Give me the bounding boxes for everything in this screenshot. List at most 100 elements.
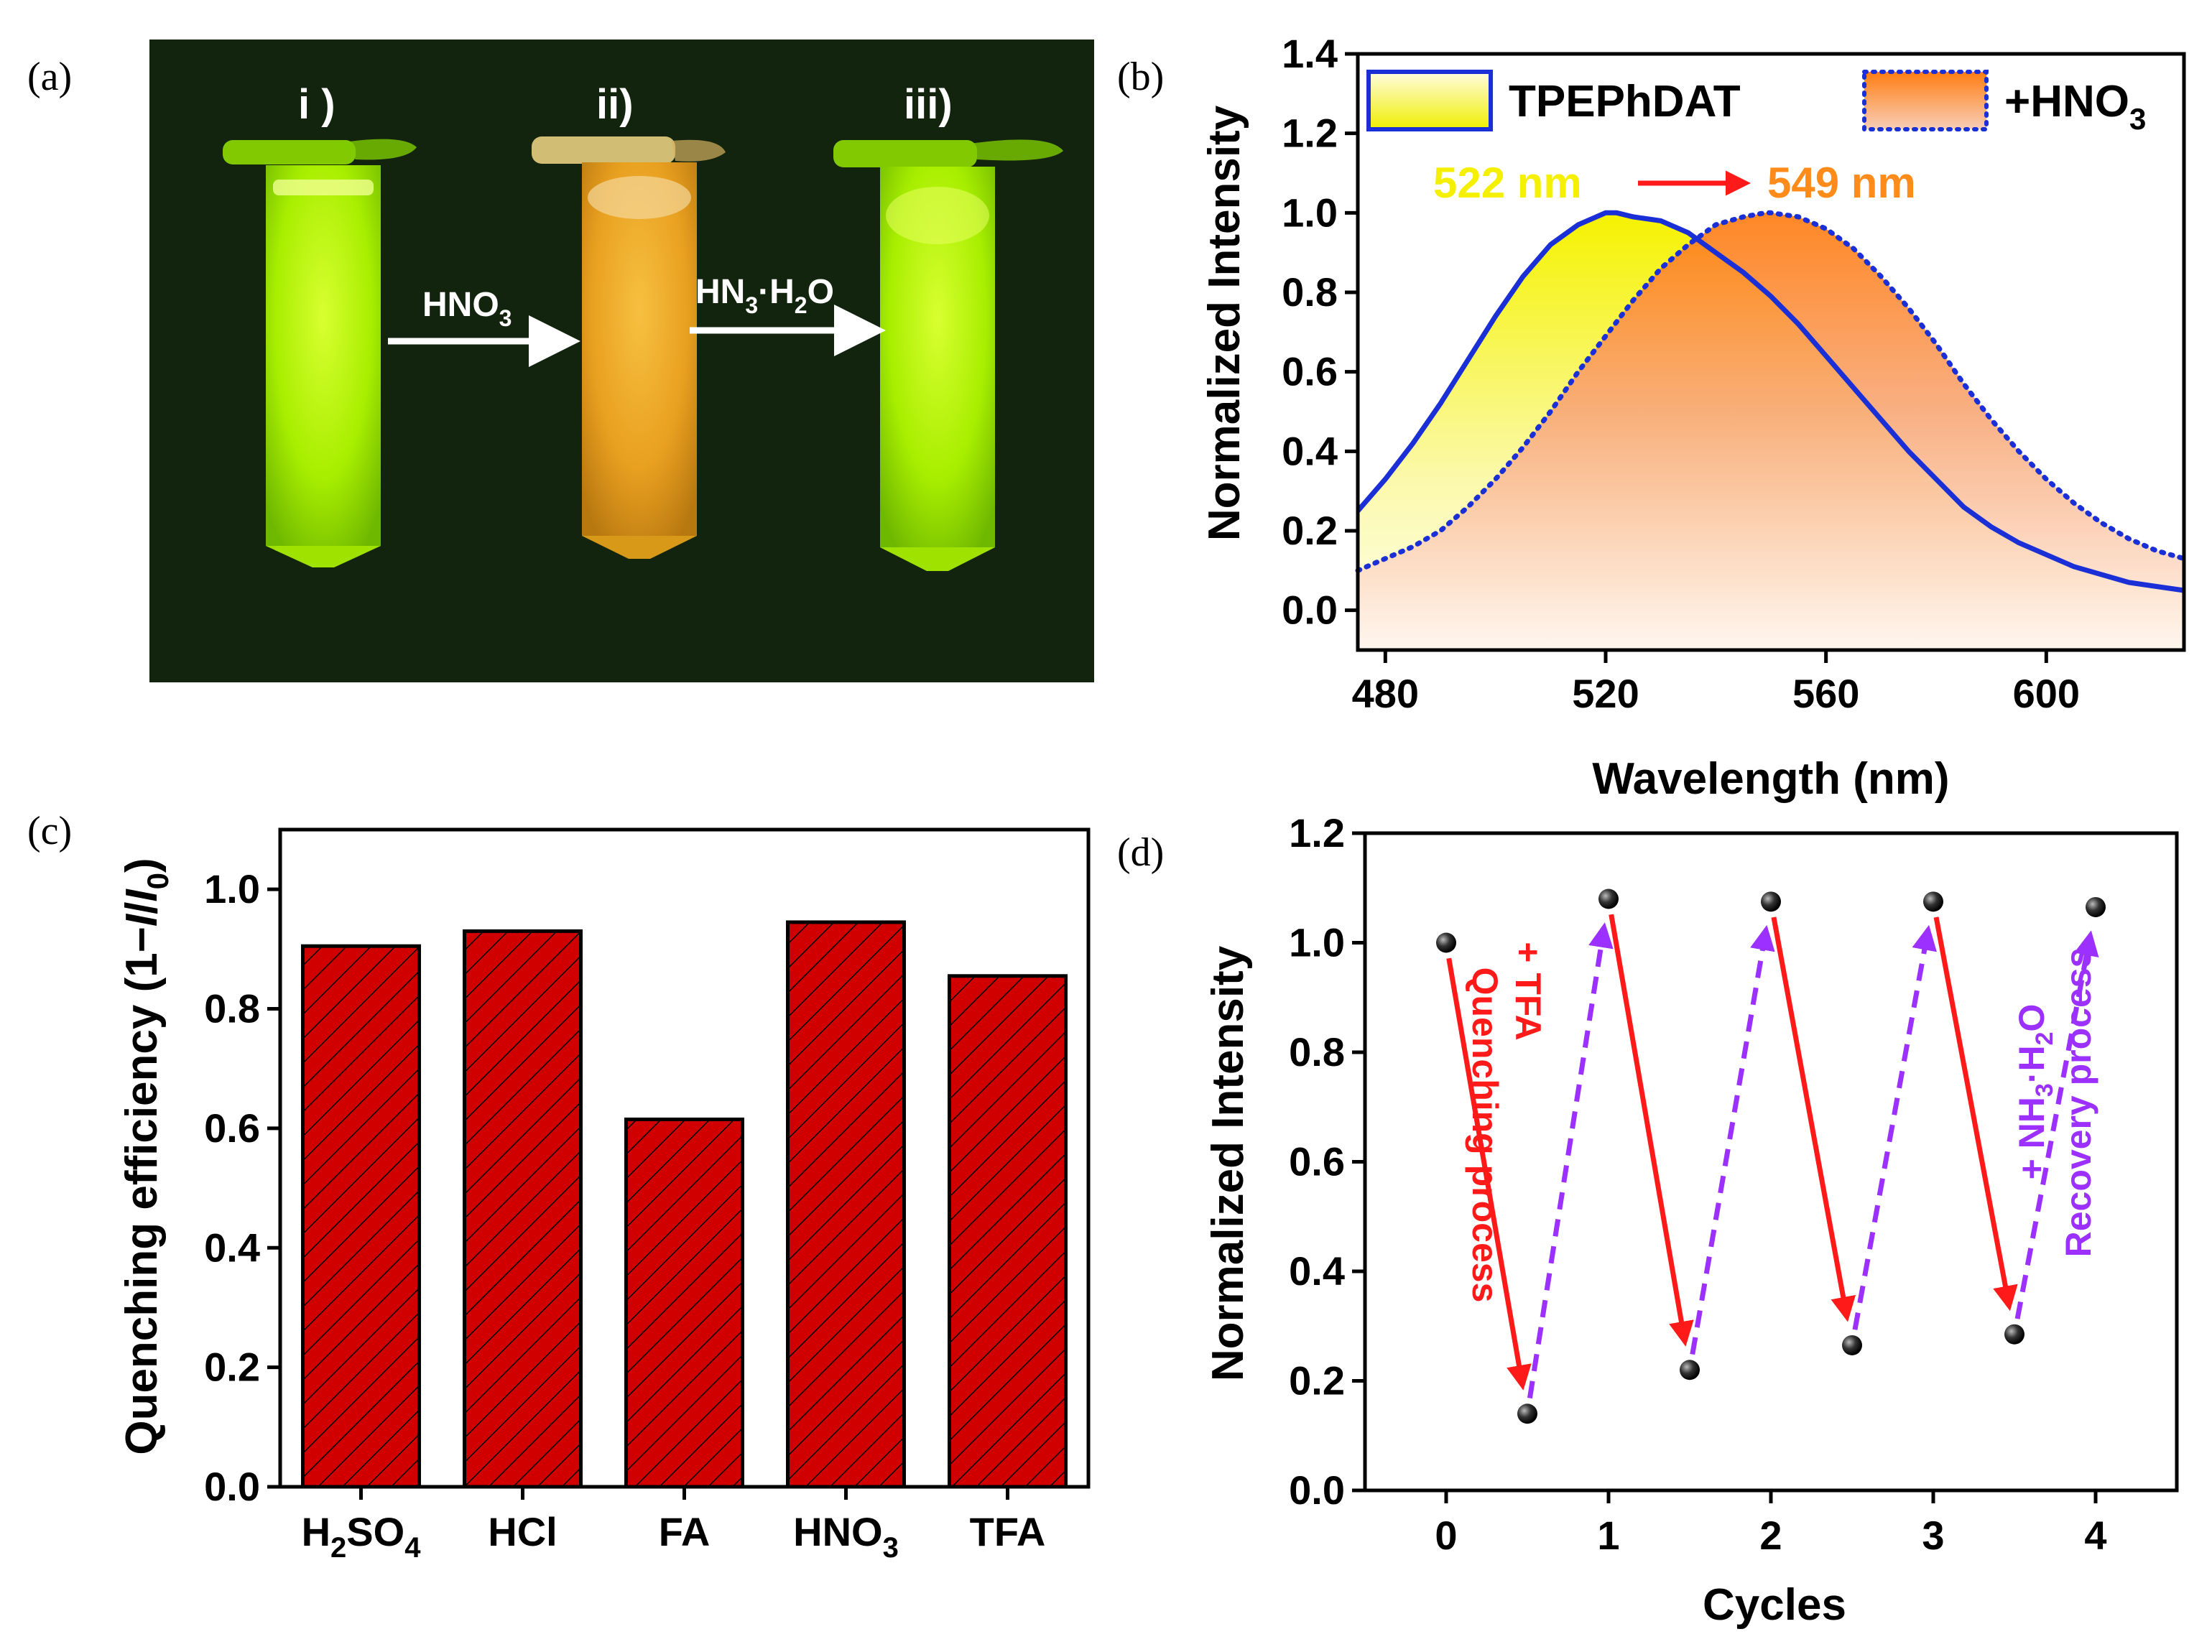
cycle-y-tick-label: 0.2 (1289, 1358, 1345, 1403)
spectra-y-tick-label: 0.8 (1282, 269, 1338, 315)
bar-x-ticks: H2SO4 HCl FA HNO3 TFA (302, 1487, 1046, 1564)
spectra-axes-frame (1356, 52, 2186, 652)
bar-y-tick-label: 0.4 (204, 1225, 260, 1270)
bar-y-tick-label: 0.0 (204, 1464, 260, 1509)
hno3-line (1355, 210, 2187, 573)
cycle-y-ticks: 0.0 0.2 0.4 0.6 0.8 1.0 1.2 (1289, 810, 1365, 1513)
spectra-y-tick-label: 1.4 (1282, 31, 1338, 76)
tube-label-i: i ) (298, 81, 335, 128)
peak-label-549: 549 nm (1767, 159, 1916, 207)
spectra-y-tick-label: 1.2 (1282, 111, 1338, 156)
cycle-x-tick-label: 4 (2084, 1513, 2106, 1558)
recover-arrow (1852, 924, 1937, 1330)
spectra-y-tick-label: 0.4 (1282, 428, 1338, 473)
spectra-y-tick-label: 0.6 (1282, 349, 1338, 394)
bar (463, 929, 583, 1489)
arrow-label-hno3: HNO3 (422, 286, 512, 331)
quench-arrow (1446, 957, 1532, 1391)
tube-iii (833, 139, 1063, 571)
legend-label-hno3: +HNO3 (2004, 77, 2146, 136)
cycle-arrows (1446, 914, 2099, 1399)
cycle-point (1842, 1335, 1862, 1355)
legend-label-tpephdat: TPEPhDAT (1509, 77, 1741, 126)
bar-y-ticks: 0.0 0.2 0.4 0.6 0.8 1.0 (204, 866, 280, 1509)
recover-arrow (1690, 924, 1775, 1355)
panel-label-d: (d) (1117, 830, 1164, 875)
bar (301, 944, 421, 1489)
cycle-y-tick-label: 0.0 (1289, 1467, 1345, 1513)
spectra-x-tick-label: 480 (1352, 671, 1419, 716)
cycle-x-tick-label: 3 (1922, 1513, 1944, 1558)
bar-y-tick-label: 0.6 (204, 1105, 260, 1151)
cycle-x-ticks: 0 1 2 3 4 (1435, 1490, 2107, 1558)
cycle-point (1761, 891, 1781, 912)
bar-category-label: H2SO4 (302, 1509, 422, 1564)
tube-label-iii: iii) (904, 81, 953, 128)
bar-category-label: HNO3 (793, 1509, 899, 1564)
recover-label-process: Recovery process (2058, 948, 2098, 1258)
cycle-x-tick-label: 2 (1759, 1513, 1782, 1558)
cycle-x-tick-label: 0 (1435, 1513, 1457, 1558)
recover-label-nh3h2o: + NH3·H2O (2012, 1004, 2058, 1180)
arrow-label-nh3h2o: HN3·H2O (695, 273, 834, 318)
photo-panel: i ) ii) iii) HNO3 HN3·H2O (149, 40, 1094, 682)
bar-category-label: FA (659, 1509, 711, 1554)
tube-i (223, 139, 417, 567)
tube-label-ii: ii) (596, 81, 634, 128)
quench-label-tfa: + TFA (1508, 942, 1548, 1041)
cycle-y-tick-label: 1.0 (1289, 920, 1345, 965)
spectra-chart: 0.0 0.2 0.4 0.6 0.8 1.0 1.2 1.4 480 520 560 600 TP… (1200, 31, 2187, 804)
peak-label-522: 522 nm (1433, 159, 1582, 207)
spectra-x-tick-label: 560 (1792, 671, 1859, 716)
cycle-y-tick-label: 1.2 (1289, 810, 1345, 855)
panel-label-a: (a) (27, 55, 72, 99)
cycle-point (1680, 1360, 1700, 1380)
spectra-y-tick-label: 0.2 (1282, 508, 1338, 553)
bar-category-label: HCl (488, 1509, 557, 1554)
panel-label-b: (b) (1117, 55, 1164, 99)
bar (624, 1117, 744, 1489)
cycle-x-axis-title: Cycles (1703, 1580, 1846, 1630)
spectra-y-ticks: 0.0 0.2 0.4 0.6 0.8 1.0 1.2 1.4 (1282, 31, 1358, 633)
tpephdat-line (1356, 210, 2185, 593)
legend-swatch-tpephdat (1366, 70, 1493, 131)
cycle-point (1436, 932, 1456, 953)
bar-y-tick-label: 0.2 (204, 1345, 260, 1390)
cycle-point (1923, 891, 1943, 912)
bar (786, 920, 906, 1489)
bar-y-tick-label: 0.8 (204, 986, 260, 1031)
spectra-y-axis-title: Normalized Intensity (1200, 105, 1249, 541)
cycle-y-tick-label: 0.4 (1289, 1248, 1345, 1294)
tube-ii (532, 136, 726, 559)
legend-swatch-hno3 (1862, 70, 1989, 131)
bar-y-axis-title: Quenching efficiency (1−I/I0) (117, 858, 175, 1454)
cycle-point (1598, 888, 1619, 909)
cycling-chart: 0.0 0.2 0.4 0.6 0.8 1.0 1.2 0 1 2 3 4 Cycles Norma… (1203, 810, 2179, 1630)
spectra-y-tick-label: 1.0 (1282, 190, 1338, 235)
recover-arrow (2014, 930, 2099, 1319)
cycle-y-tick-label: 0.6 (1289, 1139, 1345, 1184)
quench-arrow (1933, 917, 2018, 1312)
cycle-point (2086, 896, 2106, 917)
hno3-fill (1358, 213, 2184, 650)
spectra-x-tick-label: 520 (1572, 671, 1639, 716)
quench-arrow (1771, 917, 1856, 1322)
cycle-y-tick-label: 0.8 (1289, 1029, 1345, 1075)
panel-label-c: (c) (27, 809, 72, 853)
bar-category-label: TFA (970, 1509, 1046, 1554)
spectra-x-tick-label: 600 (2013, 671, 2080, 716)
bar-y-tick-label: 1.0 (204, 866, 260, 911)
cycle-points (1436, 888, 2106, 1424)
quench-arrow (1609, 914, 1694, 1347)
cycle-y-axis-title: Normalized Intensity (1203, 945, 1253, 1381)
spectra-y-tick-label: 0.0 (1282, 588, 1338, 633)
cycle-point (2004, 1324, 2024, 1345)
bar (948, 974, 1068, 1489)
quenching-bars (301, 920, 1068, 1489)
cycle-x-tick-label: 1 (1597, 1513, 1619, 1558)
recover-arrow (1527, 922, 1614, 1399)
quench-label-process: Quenching process (1465, 967, 1505, 1303)
spectra-x-ticks: 480 520 560 600 (1352, 650, 2080, 716)
cycle-point (1517, 1403, 1537, 1424)
